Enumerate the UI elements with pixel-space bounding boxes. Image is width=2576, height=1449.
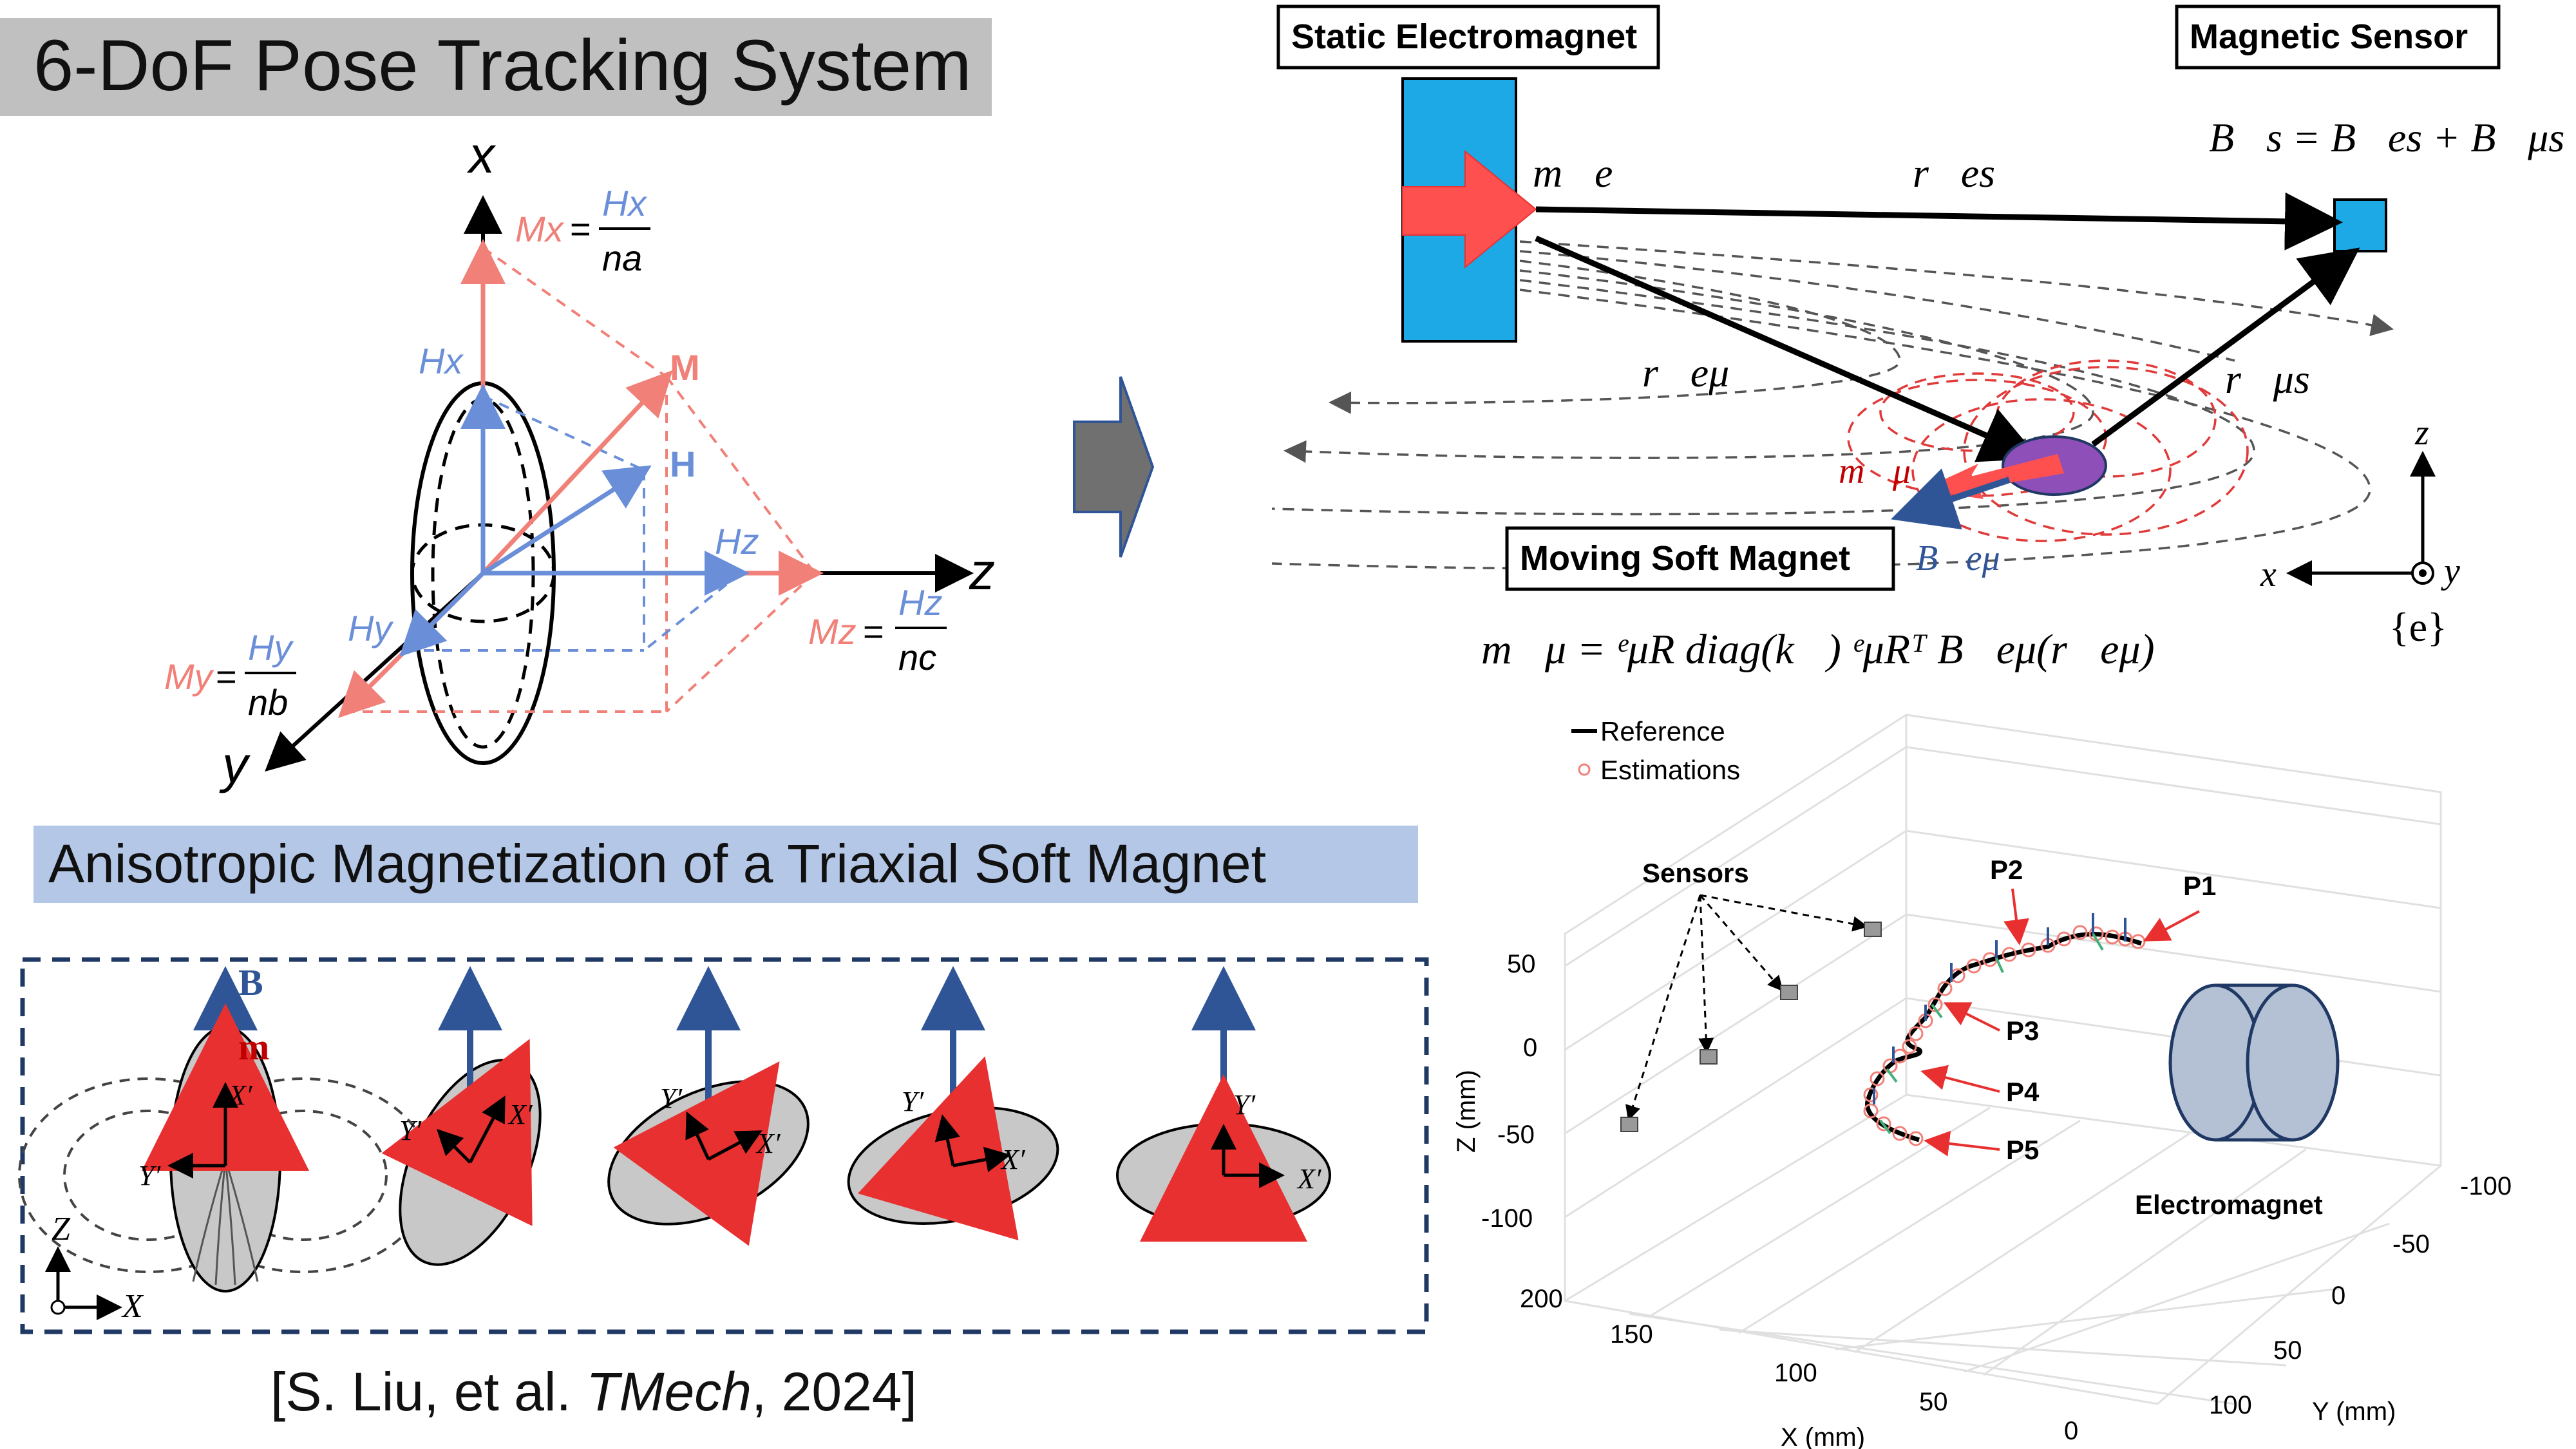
label-M: M	[670, 347, 700, 388]
ellipsoid-diagram: x z y M H Hx Hz Hy Mx = Hx na My = Hy nb…	[164, 126, 995, 793]
label-Xp-5: X′	[1296, 1163, 1322, 1195]
axis-label-x: x	[466, 126, 497, 184]
m-e-arrow	[1402, 149, 1537, 269]
x-tick-50: 50	[1919, 1388, 1948, 1416]
frame-label-x: x	[2260, 554, 2277, 594]
x-tick-200: 200	[1520, 1285, 1563, 1313]
annotation-P5: P5	[2006, 1135, 2039, 1165]
annotation-sensors: Sensors	[1642, 858, 1749, 888]
label-Yp-2: Y′	[399, 1115, 422, 1146]
label-m-mu: m⃗μ	[1839, 451, 1911, 491]
frame-label-z: z	[2414, 413, 2429, 453]
z-tick-m100: -100	[1481, 1204, 1533, 1233]
frac-My-den: nb	[248, 682, 288, 723]
moment-equation: m⃗μ = ᵉμR diag(k⃗) ᵉμRᵀ B⃗eμ(r⃗eμ)	[1481, 626, 2155, 673]
label-Mx: Mx	[515, 209, 565, 249]
label-Xp-3: X′	[755, 1128, 781, 1159]
label-r-mus: r⃗μs	[2225, 356, 2310, 402]
frac-Mx-num: Hx	[602, 183, 647, 223]
label-Yp-3: Y′	[660, 1083, 683, 1114]
label-Hz: Hz	[715, 521, 759, 562]
label-Xp-4: X′	[1000, 1144, 1026, 1175]
x-axis-label: X (mm)	[1781, 1423, 1865, 1449]
label-Hx: Hx	[419, 341, 464, 381]
x-tick-150: 150	[1610, 1320, 1653, 1349]
citation: [S. Liu, et al. TMech, 2024]	[270, 1361, 917, 1422]
eq-My: =	[216, 656, 237, 697]
flow-arrow-icon	[1073, 376, 1155, 558]
annotation-P1: P1	[2183, 871, 2216, 901]
frac-Mx-den: na	[602, 238, 642, 278]
y-tick-m100: -100	[2460, 1172, 2512, 1200]
axis-label-y: y	[219, 736, 251, 793]
citation-suffix: , 2024]	[752, 1361, 917, 1422]
label-m-e: m⃗e	[1533, 150, 1613, 196]
chart-grid	[1564, 714, 2442, 1405]
magnetization-panel: B m Y′ X′ Y′ X′ Y′ X′ Y′ X′ Y′ X	[18, 957, 1429, 1334]
axis-label-z: z	[969, 543, 995, 600]
annotation-P3: P3	[2006, 1016, 2039, 1046]
y-axis-label: Y (mm)	[2312, 1397, 2396, 1426]
eq-Mx: =	[570, 209, 591, 249]
label-Yp-1: Y′	[138, 1160, 161, 1191]
legend-estimations: Estimations	[1600, 755, 1740, 785]
annotation-P4: P4	[2006, 1077, 2040, 1107]
system-diagram: Static Electromagnet Magnetic Sensor Mov…	[1271, 5, 2564, 673]
legend-reference: Reference	[1600, 716, 1725, 746]
label-r-es: r⃗es	[1913, 150, 1995, 196]
frac-Mz-den: nc	[898, 637, 936, 677]
label-Xp-2: X′	[507, 1099, 533, 1130]
frame-label-y: y	[2441, 551, 2460, 591]
annotation-P2: P2	[1990, 855, 2023, 885]
electromagnet-cylinder	[2168, 983, 2340, 1142]
label-Yp-5: Y′	[1233, 1089, 1256, 1121]
frame-label-Z: Z	[52, 1211, 71, 1247]
label-H: H	[670, 444, 696, 484]
sensor-block	[2333, 198, 2387, 252]
label-static-electromagnet: Static Electromagnet	[1291, 17, 1637, 56]
label-My: My	[164, 656, 214, 697]
label-Xp-1: X′	[227, 1079, 253, 1111]
eq-Mz: =	[863, 611, 884, 652]
label-B-emu: B⃗eμ	[1916, 538, 2000, 578]
label-Yp-4: Y′	[902, 1086, 924, 1117]
z-tick-50: 50	[1507, 950, 1536, 978]
sensor-marker-1	[1864, 922, 1882, 937]
z-tick-0: 0	[1523, 1034, 1537, 1062]
label-moving-soft-magnet: Moving Soft Magnet	[1520, 539, 1850, 578]
label-Mz: Mz	[808, 611, 857, 652]
label-B: B	[238, 961, 263, 1003]
z-axis-label: Z (mm)	[1452, 1070, 1481, 1153]
y-tick-0: 0	[2331, 1282, 2345, 1310]
citation-journal: TMech	[586, 1361, 752, 1422]
annotation-electromagnet: Electromagnet	[2135, 1189, 2323, 1220]
x-tick-0: 0	[2064, 1417, 2078, 1445]
frame-name: {e}	[2389, 604, 2447, 650]
sensor-dashed-lines	[1625, 894, 1868, 1121]
label-r-emu: r⃗eμ	[1642, 350, 1729, 395]
z-tick-m50: -50	[1497, 1121, 1535, 1149]
sensor-marker-2	[1780, 985, 1798, 1000]
sensor-marker-4	[1620, 1117, 1638, 1132]
frame-label-X: X	[121, 1288, 144, 1325]
orientation-glyphs	[1873, 913, 2126, 1135]
subtitle-banner: Anisotropic Magnetization of a Triaxial …	[33, 826, 1418, 903]
subtitle: Anisotropic Magnetization of a Triaxial …	[48, 833, 1266, 894]
trajectory-chart: Reference Estimations 50 0 -50 -100 Z (m…	[1452, 714, 2512, 1449]
sensor-marker-3	[1700, 1049, 1718, 1065]
label-magnetic-sensor: Magnetic Sensor	[2190, 17, 2468, 56]
y-tick-100: 100	[2209, 1391, 2252, 1419]
y-tick-50: 50	[2273, 1336, 2302, 1365]
label-Hy: Hy	[348, 608, 393, 649]
reference-trajectory	[1865, 932, 2143, 1142]
label-m: m	[238, 1026, 269, 1068]
title-banner: 6-DoF Pose Tracking System	[0, 18, 992, 116]
frac-Mz-num: Hz	[898, 582, 942, 623]
frac-My-num: Hy	[248, 627, 294, 668]
page-title: 6-DoF Pose Tracking System	[33, 25, 972, 106]
citation-prefix: [S. Liu, et al.	[270, 1361, 586, 1422]
sensor-equation: B⃗s = B⃗es + B⃗μs	[2209, 115, 2564, 160]
x-tick-100: 100	[1774, 1359, 1817, 1387]
y-tick-m50: -50	[2392, 1230, 2430, 1258]
